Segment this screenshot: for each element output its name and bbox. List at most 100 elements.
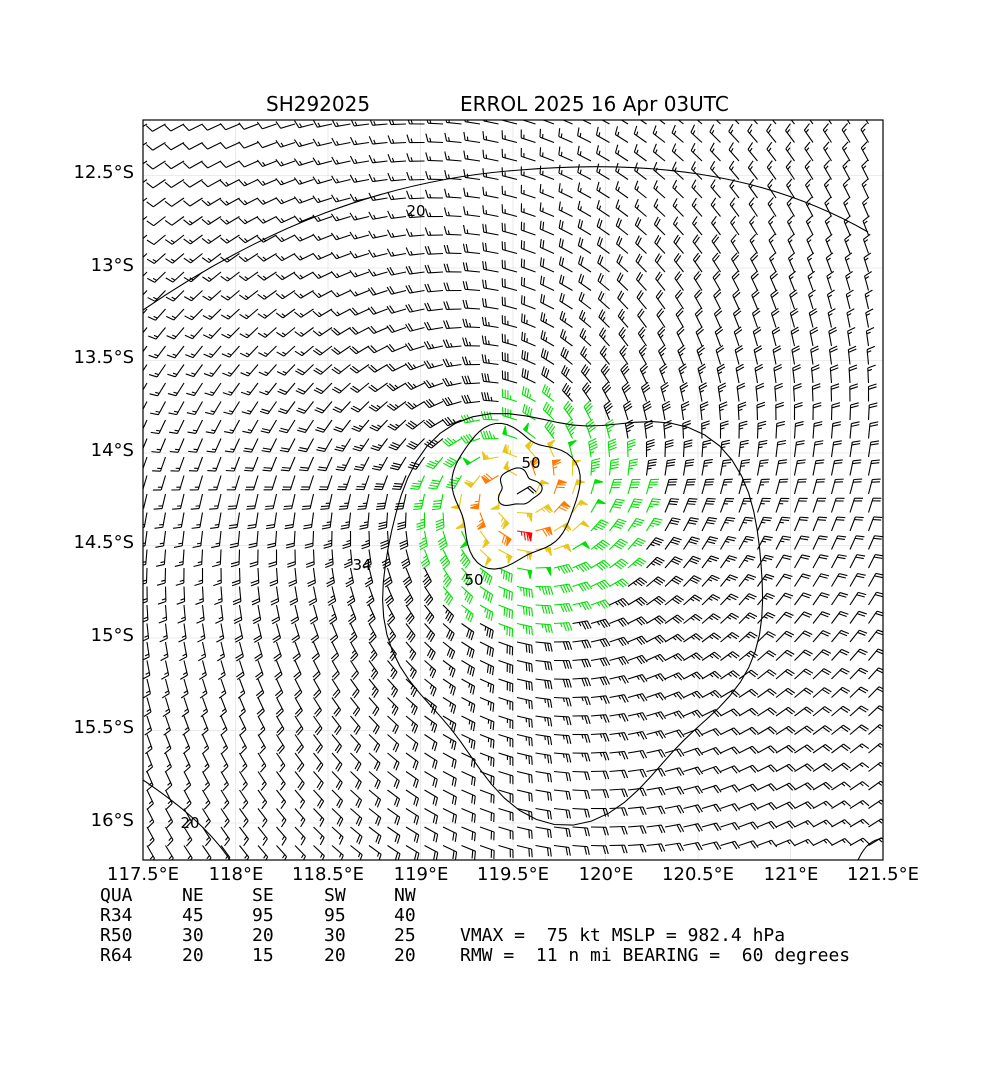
wind-barb (825, 216, 831, 235)
wind-barb (445, 133, 462, 143)
wind-barb (702, 766, 721, 774)
wind-barb (243, 439, 258, 453)
wind-barb (369, 155, 387, 163)
wind-barb (368, 287, 387, 295)
wind-barb (133, 439, 147, 453)
wind-barb (721, 421, 729, 438)
table-cell: 45 (182, 905, 204, 926)
wind-barb (573, 562, 592, 572)
wind-barb (235, 624, 243, 643)
wind-barb (502, 130, 517, 142)
y-tick-label: 13.5°S (0, 347, 134, 368)
wind-barb (621, 364, 630, 383)
wind-barb (795, 555, 811, 568)
wind-barb (665, 499, 679, 513)
wind-barb (748, 124, 758, 142)
wind-barb (239, 123, 258, 130)
wind-barb (813, 650, 831, 661)
wind-barb (295, 735, 303, 754)
wind-barb (425, 209, 443, 217)
wind-barb (559, 183, 573, 198)
wind-barb (713, 271, 720, 290)
wind-barb (269, 550, 277, 568)
wind-barb (314, 716, 323, 735)
wind-barb (480, 716, 494, 730)
wind-barb (150, 402, 165, 415)
wind-barb (573, 735, 590, 743)
wind-barb (257, 160, 276, 167)
table-header-cell: SW (324, 885, 346, 906)
wind-barb (287, 550, 295, 568)
wind-barb (369, 642, 377, 661)
wind-barb (462, 661, 475, 677)
wind-barb (674, 253, 683, 272)
wind-barb (499, 605, 513, 619)
wind-barb (869, 743, 888, 753)
wind-barb (202, 161, 221, 168)
grid-lines (143, 120, 883, 860)
wind-barb (425, 661, 436, 679)
wind-barb (406, 772, 418, 789)
wind-barb (608, 439, 616, 457)
wind-barb (313, 177, 332, 184)
wind-barb (616, 218, 628, 235)
wind-barb (684, 459, 695, 475)
wind-barb (628, 844, 646, 852)
wind-barb (714, 290, 721, 309)
wind-barb (739, 708, 758, 716)
wind-barb (862, 179, 868, 198)
wind-barb (499, 568, 513, 583)
wind-barb (559, 110, 573, 124)
wind-barb (795, 574, 811, 587)
wind-barb (606, 420, 615, 439)
wind-barb (407, 135, 425, 143)
wind-barb (832, 422, 841, 439)
wind-barb (521, 130, 535, 143)
wind-barb (665, 673, 684, 680)
wind-barb (480, 846, 494, 859)
wind-barb (499, 661, 513, 674)
wind-barb (351, 790, 362, 808)
wind-barb (462, 827, 476, 841)
x-tick-label: 118°E (186, 864, 286, 885)
wind-barb (204, 365, 221, 377)
wind-barb (772, 327, 780, 346)
wind-barb (573, 678, 591, 686)
wind-barb (638, 327, 646, 346)
wind-barb (425, 303, 443, 311)
wind-barb (388, 661, 398, 680)
wind-barb (702, 823, 721, 831)
wind-barb (258, 753, 266, 772)
wind-barb (739, 746, 758, 753)
wind-barb (462, 846, 476, 860)
wind-barb (203, 309, 221, 319)
wind-barb (554, 661, 571, 669)
wind-barb (610, 714, 629, 722)
contour-label: 50 (464, 571, 483, 589)
wind-barb (641, 382, 650, 401)
wind-barb (239, 198, 258, 205)
table-row-label: R64 (100, 945, 133, 966)
wind-barb (610, 845, 628, 853)
wind-barb (395, 494, 406, 509)
wind-barb (675, 272, 684, 291)
wind-barb (296, 383, 314, 394)
wind-barb (302, 494, 314, 509)
wind-barb (247, 513, 258, 529)
wind-barb (812, 365, 820, 383)
wind-barb (850, 838, 869, 845)
wind-barb (331, 328, 350, 336)
wind-barb (406, 605, 414, 624)
wind-barb (483, 224, 499, 235)
wind-barb (482, 336, 498, 346)
wind-barb (499, 550, 512, 564)
wind-barb (369, 231, 388, 238)
wind-barb (536, 587, 553, 595)
wind-barb (277, 772, 286, 791)
wind-barb (869, 422, 879, 439)
wind-barb (443, 359, 461, 367)
wind-barb (554, 846, 570, 856)
wind-barb (239, 217, 258, 224)
wind-barb (522, 368, 535, 383)
wind-barb (795, 517, 809, 531)
